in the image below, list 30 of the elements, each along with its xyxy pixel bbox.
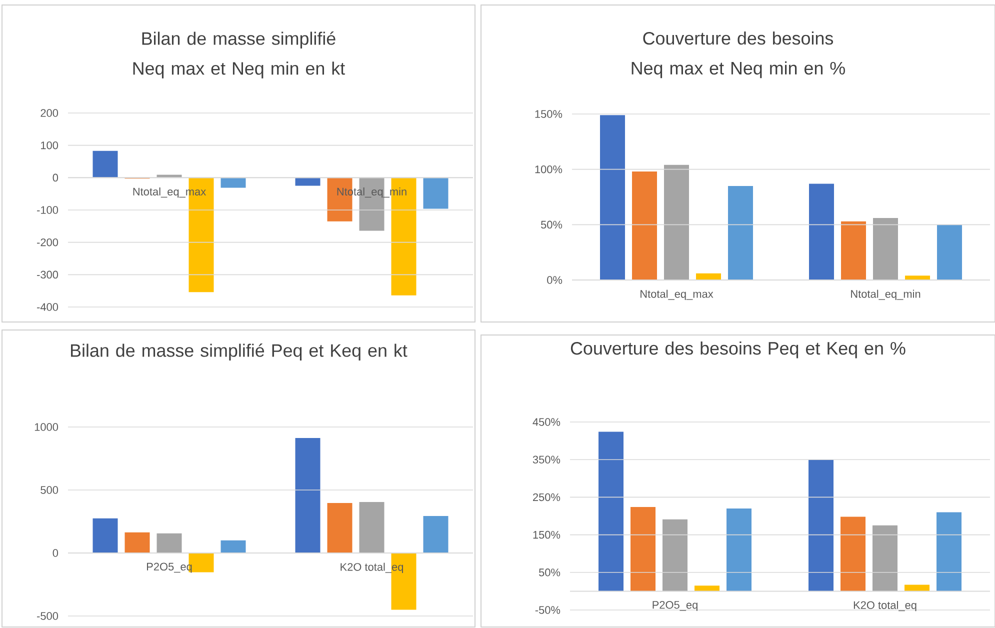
y-tick-label: 250%: [533, 493, 560, 502]
x-tick-label: P2O5_eq: [652, 600, 698, 611]
y-tick-label: -300: [37, 270, 58, 279]
y-tick-label: -400: [37, 303, 58, 311]
y-tick-label: 200: [40, 109, 58, 117]
y-tick-label: 150%: [533, 530, 560, 539]
y-tick-label: 0%: [547, 276, 562, 284]
y-tick-label: 0: [52, 174, 58, 182]
y-tick-label: 150%: [535, 110, 562, 118]
x-tick-label: Ntotal_eq_max: [640, 290, 714, 300]
y-tick-label: 500: [40, 486, 58, 494]
y-tick-label: 450%: [532, 418, 560, 426]
y-tick-label: -200: [37, 238, 58, 246]
x-tick-label: Ntotal_eq_min: [851, 290, 920, 300]
y-tick-label: 350%: [532, 456, 560, 464]
x-tick-label: K2O total_eq: [854, 600, 916, 612]
chart-title: Couverture des besoins Neq max et Neq min en %: [632, 32, 845, 78]
y-tick-label: 100: [41, 141, 58, 150]
chart-title: Bilan de masse simplifié Neq max et Neq min en kt: [133, 32, 345, 78]
y-tick-label: 0: [52, 549, 58, 557]
y-tick-label: 1000: [34, 423, 58, 431]
y-tick-label: 100%: [535, 165, 562, 174]
x-tick-label: Ntotal_eq_min: [337, 187, 406, 198]
y-tick-label: -500: [37, 612, 58, 620]
chart-title: Bilan de masse simplifié Peq et Keq en kt: [71, 344, 408, 360]
y-tick-label: -100: [37, 206, 58, 214]
y-tick-label: 50%: [538, 568, 560, 576]
chart-title: Couverture des besoins Peq et Keq en %: [570, 342, 906, 358]
y-tick-label: 50%: [540, 220, 562, 229]
y-tick-label: -50%: [535, 606, 560, 614]
